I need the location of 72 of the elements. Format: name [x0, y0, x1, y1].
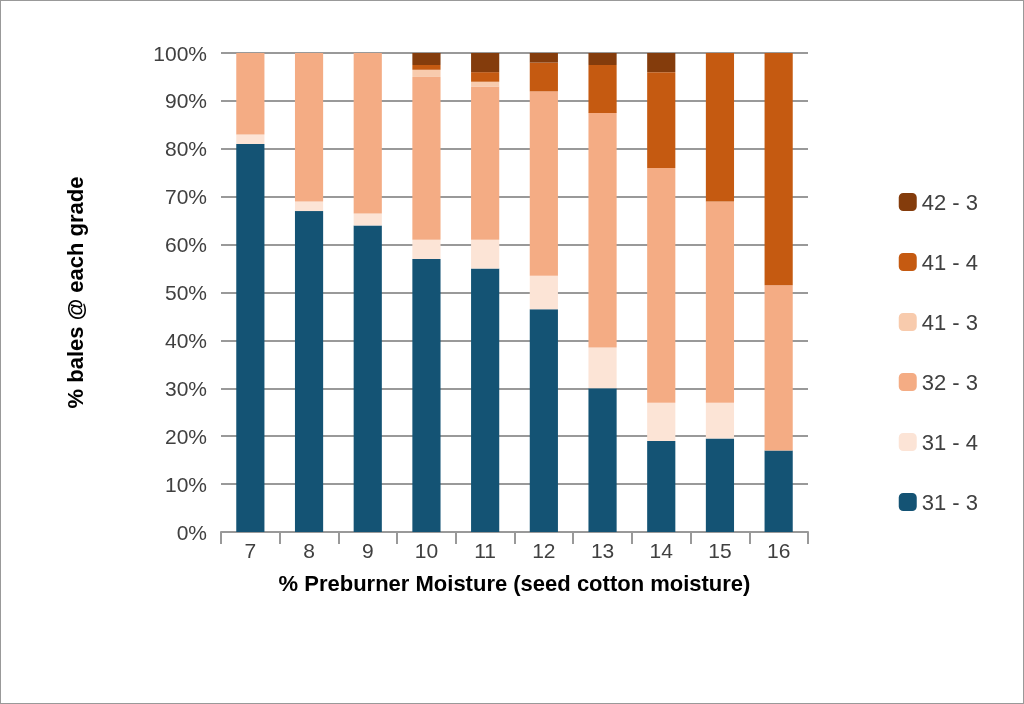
- x-tick-label: 10: [414, 539, 439, 562]
- y-tick-label: 10%: [164, 472, 207, 496]
- bar: [294, 201, 324, 212]
- bar: [236, 53, 265, 135]
- y-axis-title: % bales @ each grade: [62, 176, 88, 409]
- bar: [412, 53, 441, 65]
- bar: [471, 53, 500, 73]
- x-tick-label: 16: [766, 539, 791, 562]
- bar: [529, 91, 558, 276]
- x-tick-label: 9: [361, 539, 374, 562]
- bar: [647, 167, 676, 403]
- y-tick-label: 0%: [176, 520, 207, 544]
- bar: [764, 53, 793, 286]
- x-tick-label: 7: [244, 539, 257, 562]
- legend-label: 42 - 3: [921, 189, 979, 215]
- bar: [764, 285, 793, 451]
- y-tick-label: 60%: [164, 233, 207, 257]
- bar: [353, 53, 382, 214]
- y-tick-label: 20%: [164, 424, 207, 448]
- bar: [294, 211, 324, 532]
- bar: [529, 53, 558, 63]
- y-tick-label: 80%: [164, 137, 207, 161]
- y-tick-label: 70%: [164, 185, 207, 209]
- x-tick-label: 8: [303, 539, 315, 562]
- legend-label: 41 - 3: [921, 309, 979, 335]
- x-tick-label: 15: [708, 539, 732, 562]
- bar: [588, 53, 617, 65]
- bar: [529, 62, 558, 92]
- bar: [471, 81, 500, 87]
- x-tick-label: 14: [649, 539, 674, 562]
- y-tick-label: 90%: [164, 89, 207, 113]
- bar: [705, 201, 735, 403]
- bar: [588, 347, 617, 389]
- bar: [236, 134, 265, 145]
- bar: [647, 440, 676, 532]
- bar: [353, 225, 382, 532]
- y-tick-label: 50%: [164, 281, 207, 304]
- x-axis-title: % Preburner Moisture (seed cotton moisture): [278, 570, 751, 596]
- bar: [705, 402, 735, 439]
- bar: [471, 86, 500, 240]
- y-tick-label: 40%: [164, 328, 207, 352]
- bar: [412, 64, 441, 70]
- bar: [412, 239, 441, 259]
- bar: [705, 438, 735, 532]
- legend-label: 32 - 3: [921, 369, 979, 395]
- legend-label: 31 - 3: [921, 489, 979, 515]
- bar: [471, 268, 500, 532]
- bar: [294, 53, 324, 202]
- y-tick-label: 30%: [164, 376, 207, 400]
- x-tick-label: 12: [532, 539, 556, 562]
- bar: [647, 402, 676, 441]
- x-tick-label: 11: [474, 539, 497, 562]
- bar: [412, 69, 441, 77]
- bar: [705, 53, 735, 202]
- bar: [588, 64, 617, 113]
- bar: [588, 388, 617, 532]
- bar: [647, 72, 676, 168]
- bar: [588, 112, 617, 348]
- bar: [236, 144, 265, 532]
- bar: [647, 53, 676, 73]
- bar: [353, 213, 382, 226]
- x-tick-label: 13: [590, 539, 615, 562]
- bar: [412, 76, 441, 240]
- y-tick-label: 100%: [153, 41, 207, 65]
- bar: [412, 258, 441, 532]
- bar: [764, 450, 793, 532]
- bar: [529, 309, 558, 532]
- bar: [471, 239, 500, 269]
- legend-label: 31 - 4: [921, 429, 979, 455]
- legend-label: 41 - 4: [921, 249, 979, 275]
- bar: [471, 72, 500, 82]
- bar: [529, 275, 558, 310]
